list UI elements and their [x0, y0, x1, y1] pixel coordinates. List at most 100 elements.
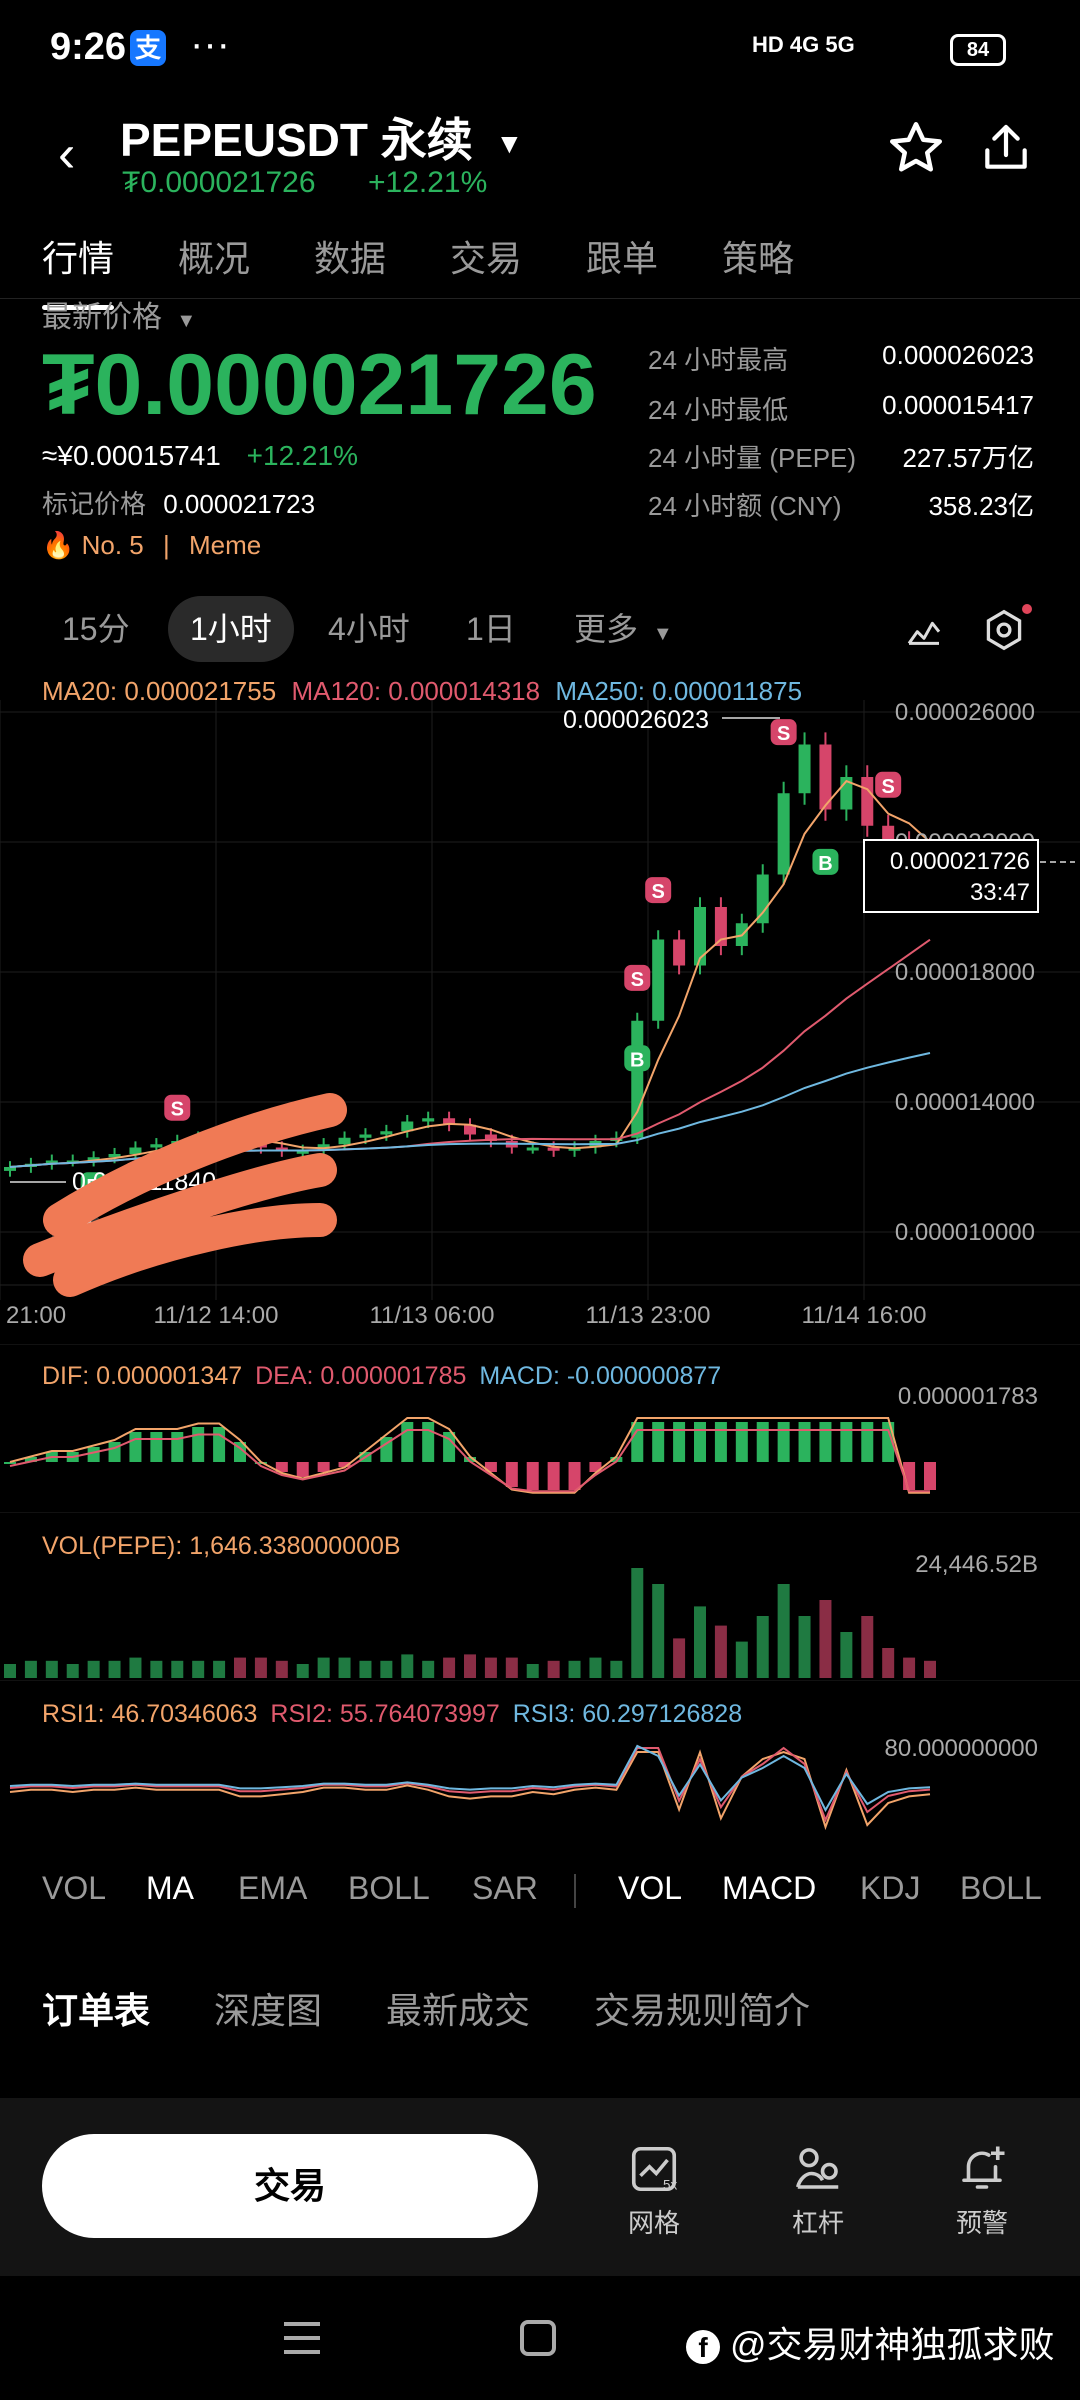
volume-bar [568, 1660, 581, 1678]
menu-icon[interactable] [282, 2320, 322, 2356]
bell-plus-icon [962, 2146, 1005, 2189]
stat-turnover: 24 小时额 (CNY) 358.23亿 [648, 486, 1034, 526]
grid-button[interactable]: 5x 网格 [594, 2142, 714, 2240]
macd-bar [192, 1427, 205, 1462]
rsi3-line [9, 1744, 931, 1813]
fire-icon: 🔥 [42, 530, 75, 560]
latest-price-label-text: 最新价格 [42, 301, 162, 334]
dif-label: DIF: 0.000001347 [42, 1362, 243, 1390]
vol-legend: VOL(PEPE): 1,646.338000000B [42, 1532, 401, 1560]
sell-marker: S [777, 723, 790, 745]
mark-price-value: 0.000021723 [163, 489, 316, 519]
latest-price-label[interactable]: 最新价格 ▼ [42, 292, 196, 336]
rsi-chart: 80.000000000 [0, 1680, 1080, 1831]
header-change: +12.21% [368, 166, 488, 199]
macd-bar [861, 1422, 874, 1462]
macd-bar [673, 1422, 686, 1462]
interval-more[interactable]: 更多 ▼ [552, 596, 695, 662]
macd-bar [777, 1422, 790, 1462]
leverage-icon [796, 2148, 839, 2189]
candle [819, 744, 832, 810]
volume-bar [714, 1625, 727, 1678]
indicator-settings-icon[interactable] [904, 610, 944, 650]
home-icon[interactable] [518, 2318, 558, 2358]
tab-overview[interactable]: 概况 [178, 238, 251, 279]
ind-sub-vol[interactable]: VOL [618, 1870, 683, 1906]
leverage-button[interactable]: 杠杆 [758, 2142, 878, 2240]
volume-bar [87, 1660, 100, 1678]
candle [526, 1147, 539, 1151]
volume-bar [610, 1660, 623, 1678]
share-icon[interactable] [978, 118, 1034, 178]
tab-trading-rules[interactable]: 交易规则简介 [594, 1990, 811, 2031]
stat-value: 0.000026023 [882, 340, 1034, 370]
interval-1h[interactable]: 1小时 [168, 596, 294, 662]
interval-4h[interactable]: 4小时 [328, 611, 410, 647]
volume-bar [129, 1657, 142, 1678]
macd-bar [150, 1432, 163, 1462]
trade-marker-bg [770, 719, 797, 746]
ind-vol[interactable]: VOL [42, 1870, 107, 1906]
watermark-text: @交易财神独孤求败 [730, 2324, 1055, 2365]
stat-label: 24 小时最高 [648, 345, 789, 375]
tab-latest-trades[interactable]: 最新成交 [386, 1990, 531, 2031]
stat-low: 24 小时最低 0.000015417 [648, 390, 1034, 430]
ind-ema[interactable]: EMA [238, 1870, 308, 1906]
trade-button[interactable]: 交易 [42, 2134, 538, 2238]
redaction-scribble [23, 1093, 347, 1297]
bottom-action-bar: 交易 5x 网格 杠杆 预警 [0, 2098, 1080, 2276]
macd-bar [317, 1462, 330, 1472]
tab-trade[interactable]: 交易 [450, 238, 523, 279]
candle [714, 907, 727, 946]
macd-bar [505, 1462, 518, 1487]
ind-ma[interactable]: MA [146, 1870, 194, 1906]
tab-orderbook[interactable]: 订单表 [42, 1990, 151, 2031]
ind-sub-macd[interactable]: MACD [722, 1870, 817, 1906]
ind-sar[interactable]: SAR [472, 1870, 538, 1906]
chart-settings-icon[interactable] [982, 608, 1026, 652]
macd-bar [338, 1462, 351, 1467]
x-tick: 11/14 16:00 [801, 1302, 926, 1329]
macd-bar [610, 1457, 623, 1462]
tab-market[interactable]: 行情 [42, 230, 115, 310]
countdown-tag: 33:47 [970, 879, 1030, 906]
macd-axis: 0.000001783 [898, 1383, 1038, 1410]
tab-copy[interactable]: 跟单 [586, 238, 659, 279]
rank-row[interactable]: 🔥 No. 5 | Meme [42, 530, 261, 561]
candle [547, 1147, 560, 1151]
candle [464, 1124, 476, 1135]
ind-sub-kdj[interactable]: KDJ [860, 1870, 921, 1906]
tab-strategy[interactable]: 策略 [722, 238, 795, 279]
volume-bar [861, 1616, 874, 1678]
ind-boll[interactable]: BOLL [348, 1870, 430, 1906]
volume-bar [380, 1660, 393, 1678]
buy-marker: B [818, 853, 832, 875]
stat-value: 0.000015417 [882, 390, 1034, 420]
caret-down-icon: ▼ [652, 623, 673, 645]
candle [338, 1137, 351, 1145]
big-price: ₮0.000021726 [42, 337, 597, 433]
trade-marker-bg [812, 848, 839, 875]
macd-legend: DIF: 0.000001347 DEA: 0.000001785 MACD: … [42, 1362, 721, 1391]
current-price-box [863, 839, 1039, 913]
back-icon[interactable]: ‹ [58, 125, 76, 183]
star-icon[interactable] [886, 118, 946, 178]
candle [4, 1167, 16, 1171]
stat-label: 24 小时量 (PEPE) [648, 443, 857, 473]
volume-bar [924, 1660, 936, 1678]
stat-label: 24 小时最低 [648, 395, 789, 425]
tab-depth[interactable]: 深度图 [214, 1990, 323, 2031]
volume-bar [464, 1654, 476, 1678]
symbol-title[interactable]: PEPEUSDT 永续 ▼ [120, 104, 523, 170]
tab-data[interactable]: 数据 [314, 238, 387, 279]
volume-bar [819, 1600, 832, 1678]
interval-1d[interactable]: 1日 [466, 611, 516, 647]
macd-bar [819, 1422, 832, 1462]
interval-15m[interactable]: 15分 [62, 611, 130, 647]
ma250-label: MA250: 0.000011875 [555, 676, 803, 706]
trade-marker-bg [624, 964, 651, 991]
macd-bar [24, 1457, 37, 1462]
ind-sub-boll[interactable]: BOLL [960, 1870, 1042, 1906]
alert-button[interactable]: 预警 [922, 2142, 1042, 2240]
